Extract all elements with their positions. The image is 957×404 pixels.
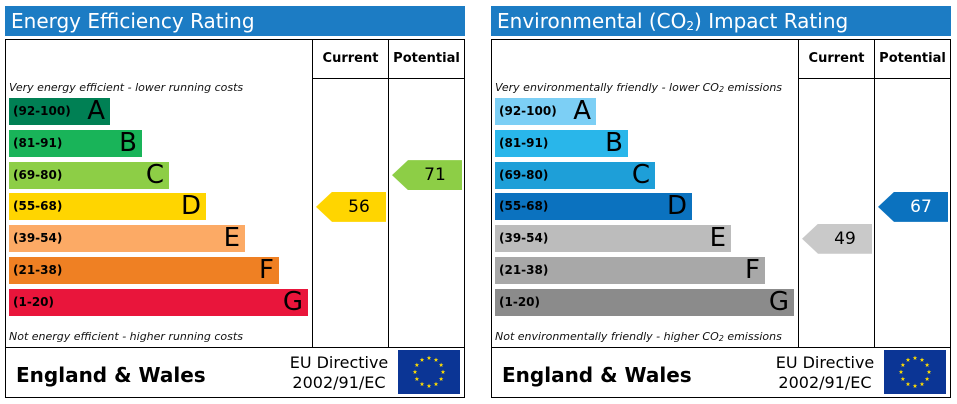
band-letter-label: B bbox=[605, 127, 623, 158]
top-caption: Very energy efficient - lower running co… bbox=[9, 81, 244, 94]
band-range-label: (92-100) bbox=[499, 104, 557, 118]
eu-star-icon bbox=[919, 357, 925, 362]
current-column-header: Current bbox=[322, 51, 379, 66]
band-range-label: (21-38) bbox=[13, 263, 63, 277]
eu-star-icon bbox=[924, 376, 930, 381]
band-letter-label: G bbox=[282, 286, 303, 317]
eu-star-icon bbox=[414, 376, 420, 381]
eu-flag-icon bbox=[398, 350, 460, 394]
directive-label: EU Directive 2002/91/EC bbox=[775, 353, 875, 392]
eu-star-icon bbox=[919, 381, 925, 387]
band-letter-label: F bbox=[259, 255, 274, 285]
eu-flag-icon bbox=[884, 350, 946, 394]
band-letter-label: E bbox=[709, 223, 726, 254]
potential-rating-arrow: 67 bbox=[878, 191, 948, 222]
current-column-header: Current bbox=[808, 51, 865, 66]
band-a: (92-100) A bbox=[495, 96, 596, 126]
eu-star-icon bbox=[419, 381, 425, 387]
band-letter-label: C bbox=[145, 159, 164, 190]
eu-star-icon bbox=[924, 362, 930, 367]
current-rating-arrow: 56 bbox=[316, 191, 386, 222]
eu-star-icon bbox=[912, 355, 918, 360]
eu-star-icon bbox=[905, 357, 911, 362]
band-range-label: (1-20) bbox=[13, 294, 54, 309]
rating-frame: Current Potential Very environmentally f… bbox=[491, 39, 951, 398]
rating-frame: Current Potential Very energy efficient … bbox=[5, 39, 465, 398]
eu-star-icon bbox=[433, 381, 439, 387]
band-b: (81-91) B bbox=[9, 127, 142, 158]
band-range-label: (81-91) bbox=[13, 135, 63, 150]
band-c: (69-80) C bbox=[9, 159, 169, 190]
band-letter-label: C bbox=[631, 159, 650, 190]
potential-rating-arrow: 71 bbox=[392, 160, 462, 191]
eu-star-icon bbox=[438, 362, 444, 367]
band-letter-label: D bbox=[666, 191, 687, 222]
band-letter-label: D bbox=[180, 191, 201, 222]
band-letter-label: A bbox=[573, 96, 591, 126]
current-rating-value: 56 bbox=[348, 196, 370, 217]
eu-star-icon bbox=[905, 381, 911, 387]
eu-star-icon bbox=[898, 369, 904, 374]
band-letter-label: G bbox=[768, 286, 789, 317]
band-g: (1-20) G bbox=[9, 286, 308, 317]
band-range-label: (21-38) bbox=[499, 263, 549, 277]
bottom-caption: Not environmentally friendly - higher CO… bbox=[495, 330, 782, 343]
band-f: (21-38) F bbox=[9, 255, 279, 285]
band-letter-label: A bbox=[87, 96, 105, 126]
band-range-label: (39-54) bbox=[13, 231, 63, 246]
current-rating-arrow: 49 bbox=[802, 223, 872, 254]
panel-title: Environmental (CO2) Impact Rating bbox=[491, 6, 951, 36]
band-g: (1-20) G bbox=[495, 286, 794, 317]
region-label: England & Wales bbox=[502, 363, 692, 387]
region-label: England & Wales bbox=[16, 363, 206, 387]
eu-star-icon bbox=[912, 383, 918, 388]
potential-rating-value: 67 bbox=[910, 196, 932, 217]
eu-star-icon bbox=[438, 376, 444, 381]
band-range-label: (1-20) bbox=[499, 294, 540, 309]
band-letter-label: F bbox=[745, 255, 760, 285]
band-range-label: (69-80) bbox=[13, 167, 63, 182]
eu-star-icon bbox=[900, 362, 906, 367]
band-letter-label: B bbox=[119, 127, 137, 158]
eu-star-icon bbox=[414, 362, 420, 367]
band-range-label: (39-54) bbox=[499, 231, 549, 246]
bottom-caption: Not energy efficient - higher running co… bbox=[9, 330, 243, 343]
current-rating-value: 49 bbox=[834, 228, 856, 249]
eu-star-icon bbox=[426, 355, 432, 360]
energy-efficiency-panel: Energy Efficiency Rating Current Potenti… bbox=[5, 6, 465, 398]
top-caption: Very environmentally friendly - lower CO… bbox=[495, 81, 783, 94]
band-e: (39-54) E bbox=[9, 223, 245, 254]
band-range-label: (81-91) bbox=[499, 135, 549, 150]
band-letter-label: E bbox=[223, 223, 240, 254]
potential-column-header: Potential bbox=[393, 51, 460, 66]
eu-star-icon bbox=[419, 357, 425, 362]
band-range-label: (55-68) bbox=[499, 199, 549, 214]
eu-star-icon bbox=[440, 369, 446, 374]
eu-star-icon bbox=[900, 376, 906, 381]
eu-star-icon bbox=[412, 369, 418, 374]
band-range-label: (55-68) bbox=[13, 199, 63, 214]
band-d: (55-68) D bbox=[9, 191, 206, 222]
panel-title: Energy Efficiency Rating bbox=[5, 6, 465, 36]
environmental-impact-panel: Environmental (CO2) Impact Rating Curren… bbox=[491, 6, 951, 398]
band-b: (81-91) B bbox=[495, 127, 628, 158]
band-f: (21-38) F bbox=[495, 255, 765, 285]
eu-star-icon bbox=[433, 357, 439, 362]
band-range-label: (69-80) bbox=[499, 167, 549, 182]
band-range-label: (92-100) bbox=[13, 104, 71, 118]
eu-star-icon bbox=[426, 383, 432, 388]
band-c: (69-80) C bbox=[495, 159, 655, 190]
potential-column-header: Potential bbox=[879, 51, 946, 66]
potential-rating-value: 71 bbox=[424, 165, 446, 186]
band-e: (39-54) E bbox=[495, 223, 731, 254]
band-d: (55-68) D bbox=[495, 191, 692, 222]
eu-star-icon bbox=[926, 369, 932, 374]
band-a: (92-100) A bbox=[9, 96, 110, 126]
directive-label: EU Directive 2002/91/EC bbox=[289, 353, 389, 392]
